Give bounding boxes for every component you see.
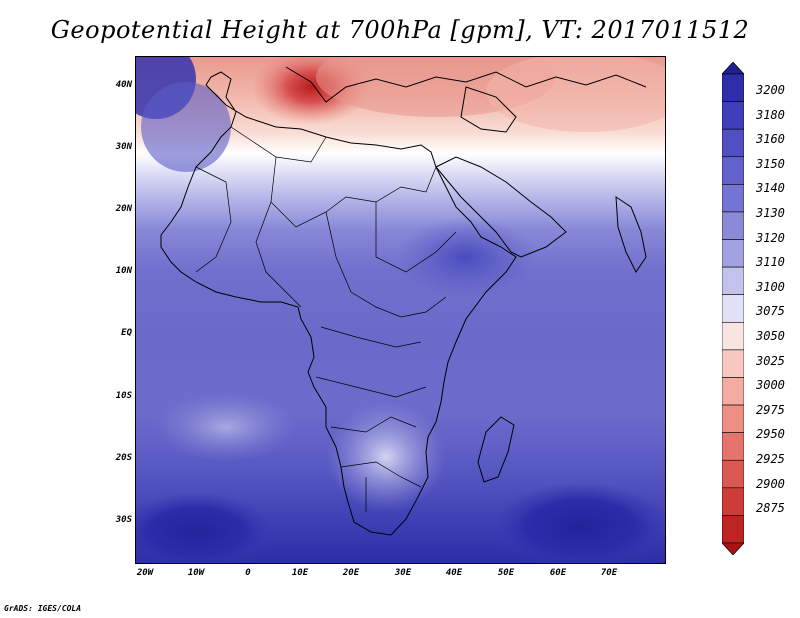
border-west-2 [255,201,302,308]
colorbar-swatch [722,377,744,406]
colorbar-label: 3100 [756,280,785,294]
border-zambia [330,416,417,433]
colorbar-top-arrow [722,62,744,75]
colorbar-bottom-arrow [722,542,744,555]
lon-label: 10W [187,568,205,578]
high-ridge-far-east [486,57,665,132]
colorbar-label: 3000 [756,378,785,392]
lat-label: 30S [115,515,132,525]
colorbar-label: 3025 [756,354,785,368]
colorbar-swatch [722,101,744,130]
lon-label: 10E [291,568,309,578]
lon-label: 40E [445,568,463,578]
madagascar-coast [477,416,515,483]
colorbar-swatch [722,156,744,185]
coastlines [160,66,647,536]
light-area-south-atlantic [156,392,296,462]
colorbar-swatch [722,349,744,378]
colorbar-label: 3130 [756,206,785,220]
colorbar-label: 2925 [756,452,785,466]
colorbar-label: 2975 [756,403,785,417]
colorbar-swatch [722,487,744,516]
border-sudan [375,202,457,273]
country-borders [195,126,457,512]
colorbar-swatch [722,404,744,433]
trough-horn-of-africa [396,217,536,297]
border-sahel [270,156,437,228]
border-south [340,461,422,488]
colorbar-label: 2900 [756,477,785,491]
colorbar-swatch [722,321,744,351]
lon-label: 70E [600,568,618,578]
colorbar-swatch [722,432,744,461]
colorbar-label: 2875 [756,501,785,515]
lat-label: 20N [115,204,132,214]
arabia-coast [435,156,567,258]
black-sea-area [460,86,517,133]
border-west-1 [195,166,232,273]
lon-label: 20E [342,568,360,578]
map-title: Geopotential Height at 700hPa [gpm], VT:… [50,16,750,44]
colorbar-label: 3050 [756,329,785,343]
colorbar-label: 3110 [756,255,785,269]
colorbar-swatch [722,73,744,102]
border-congo [320,326,422,348]
colorbar-swatch [722,459,744,489]
colorbar-label: 3075 [756,304,785,318]
colorbar-label: 3150 [756,157,785,171]
geopotential-field [136,57,665,563]
colorbar-swatches [722,62,744,555]
lon-label: 0 [245,568,251,578]
colorbar-label: 3160 [756,132,785,146]
lat-label: EQ [121,328,132,338]
colorbar-swatch [722,184,744,213]
colorbar-swatch [722,211,744,240]
colorbar-swatch [722,266,744,296]
lat-label: 40N [115,80,132,90]
lat-label: 10N [115,266,132,276]
colorbar-swatch [722,515,744,544]
colorbar-label: 3140 [756,181,785,195]
colorbar-label: 3200 [756,83,785,97]
africa-coast [160,71,517,536]
border-north-1 [230,126,327,163]
colorbar-label: 3120 [756,231,785,245]
colorbar-swatch [722,239,744,268]
low-northwest-outer [141,82,231,172]
mediterranean-north-coast [285,66,647,103]
border-central [325,211,447,318]
lon-label: 60E [549,568,567,578]
india-coast [615,196,647,273]
lon-label: 20W [136,568,154,578]
colorbar [722,62,744,555]
low-southwest [136,492,276,563]
lat-label: 30N [115,142,132,152]
colorbar-swatch [722,294,744,323]
low-southeast [491,482,665,563]
lat-label: 20S [115,453,132,463]
credit-text: GrADS: IGES/COLA [4,604,82,613]
colorbar-label: 3180 [756,108,785,122]
map-plot-area [135,56,666,564]
colorbar-label: 2950 [756,427,785,441]
light-area-southern-africa [326,402,446,512]
border-angola [315,376,427,398]
lon-label: 50E [497,568,515,578]
lon-label: 30E [394,568,412,578]
lat-label: 10S [115,391,132,401]
colorbar-swatch [722,128,744,158]
